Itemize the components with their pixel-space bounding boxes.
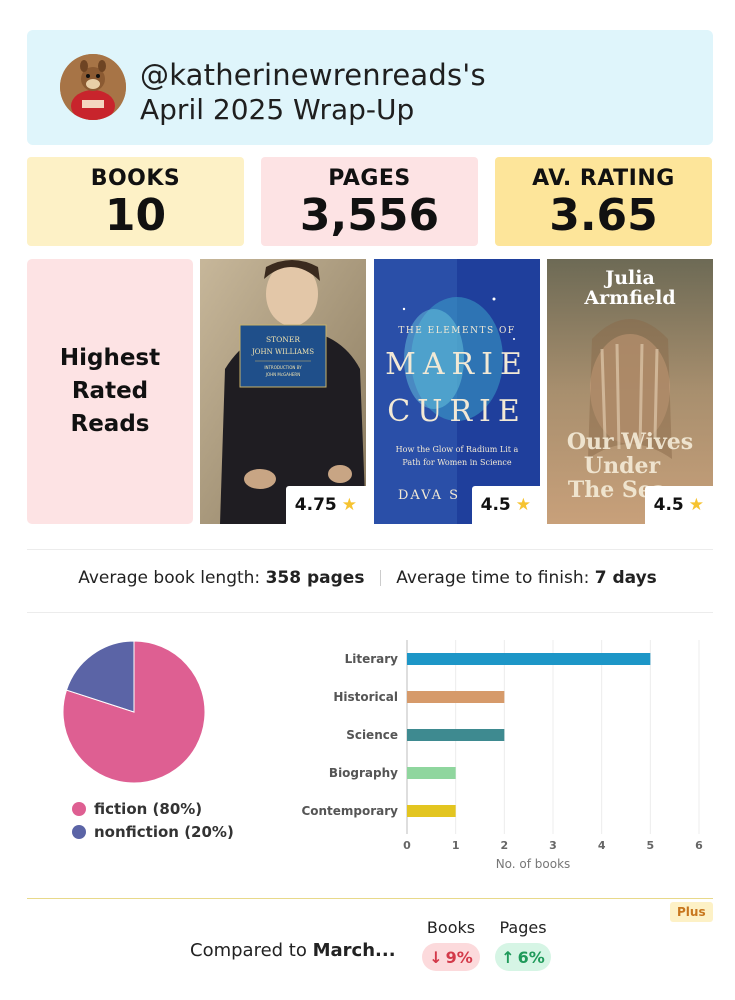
- curie-title-1: MARIE: [385, 347, 529, 382]
- bar-science: [407, 729, 505, 741]
- x-tick-label: 2: [501, 839, 509, 852]
- star-icon: ★: [688, 495, 704, 515]
- pie-legend: fiction (80%) nonfiction (20%): [72, 797, 234, 843]
- x-tick-label: 3: [549, 839, 557, 852]
- stoner-author-text: JOHN WILLIAMS: [251, 348, 314, 356]
- divider: [27, 612, 713, 613]
- y-category-label: Contemporary: [301, 804, 398, 818]
- our-wives-cover-art: Julia Armfield Our Wives Under The Sea: [547, 259, 713, 524]
- curie-author-text: DAVA S: [398, 488, 460, 503]
- star-icon: ★: [515, 495, 531, 515]
- compare-pages-pill: ↑ 6%: [495, 943, 551, 971]
- x-tick-label: 4: [598, 839, 606, 852]
- arrow-down-icon: ↓: [429, 947, 443, 967]
- plus-badge: Plus: [670, 902, 713, 922]
- book-cover-stoner[interactable]: STONER JOHN WILLIAMS INTRODUCTION BY JOH…: [200, 259, 366, 524]
- wives-title-1: Our Wives: [567, 429, 693, 455]
- wives-title-2: Under: [584, 453, 661, 479]
- star-icon: ★: [341, 495, 357, 515]
- x-tick-label: 6: [695, 839, 703, 852]
- stat-pages-label: PAGES: [328, 166, 411, 191]
- book-rating-value: 4.75: [294, 495, 337, 515]
- page-title: @katherinewrenreads's: [140, 58, 486, 92]
- stoner-intro-name-text: JOHN McGAHERN: [265, 372, 300, 377]
- y-category-label: Historical: [333, 690, 398, 704]
- stoner-title-text: STONER: [266, 335, 300, 344]
- x-tick-label: 0: [403, 839, 411, 852]
- compare-label: Compared to March...: [190, 940, 396, 961]
- compare-books-label: Books: [426, 918, 476, 937]
- avatar[interactable]: [60, 54, 126, 120]
- stat-rating: AV. RATING 3.65: [495, 157, 712, 246]
- avg-time-label: Average time to finish:: [396, 568, 590, 588]
- curie-title-2: CURIE: [387, 394, 527, 429]
- bar-biography: [407, 767, 456, 779]
- compare-books-pill: ↓ 9%: [422, 943, 480, 971]
- bar-historical: [407, 691, 505, 703]
- divider: [27, 549, 713, 550]
- y-category-label: Literary: [345, 652, 399, 666]
- compare-month: March...: [312, 940, 396, 961]
- book-rating-value: 4.5: [653, 495, 684, 515]
- averages-row: Average book length: 358 pages Average t…: [0, 568, 735, 588]
- squirrel-avatar-icon: [60, 54, 126, 120]
- y-category-label: Science: [346, 728, 398, 742]
- book-cover-our-wives[interactable]: Julia Armfield Our Wives Under The Sea 4…: [547, 259, 713, 524]
- curie-top-text: THE ELEMENTS OF: [398, 326, 515, 336]
- pie-slice-nonfiction: [65, 640, 135, 713]
- x-tick-label: 1: [452, 839, 460, 852]
- avg-separator: [379, 570, 381, 586]
- x-tick-label: 5: [647, 839, 655, 852]
- book-rating-value: 4.5: [480, 495, 511, 515]
- stat-books-value: 10: [104, 190, 167, 241]
- stat-rating-value: 3.65: [549, 190, 658, 241]
- stoner-cover-art: STONER JOHN WILLIAMS INTRODUCTION BY JOH…: [200, 259, 366, 524]
- legend-item-fiction: fiction (80%): [72, 797, 234, 820]
- legend-label: fiction (80%): [94, 799, 203, 818]
- bar-literary: [407, 653, 651, 665]
- stat-pages-value: 3,556: [299, 190, 440, 241]
- book-cover-marie-curie[interactable]: THE ELEMENTS OF MARIE CURIE How the Glow…: [374, 259, 540, 524]
- legend-label: nonfiction (20%): [94, 822, 234, 841]
- legend-item-nonfiction: nonfiction (20%): [72, 820, 234, 843]
- genre-bar-chart: 0 1 2 3 4 5 6 Literary Historical Science Biograph…: [301, 640, 703, 871]
- compare-books-value: 9%: [445, 947, 473, 967]
- stoner-intro-text: INTRODUCTION BY: [264, 365, 302, 370]
- legend-dot: [72, 801, 86, 816]
- y-category-label: Biography: [329, 766, 398, 780]
- wrapup-header: @katherinewrenreads's April 2025 Wrap-Up: [27, 30, 713, 145]
- book-rating-badge: 4.5 ★: [644, 486, 713, 524]
- highest-rated-label-box: Highest Rated Reads: [27, 259, 193, 524]
- compare-pages-value: 6%: [517, 947, 545, 967]
- stat-rating-label: AV. RATING: [532, 166, 675, 191]
- highest-rated-label: Highest Rated Reads: [59, 345, 161, 437]
- legend-dot: [72, 824, 86, 839]
- wives-author-1: Julia: [603, 267, 655, 289]
- stat-books: BOOKS 10: [27, 157, 244, 246]
- page-subtitle: April 2025 Wrap-Up: [140, 93, 415, 126]
- bar-contemporary: [407, 805, 456, 817]
- stat-books-label: BOOKS: [90, 166, 181, 191]
- compare-pages-label: Pages: [499, 918, 547, 937]
- x-axis-label: No. of books: [496, 857, 571, 871]
- compare-prefix: Compared to: [190, 940, 307, 961]
- avg-length-value: 358 pages: [265, 568, 365, 588]
- book-rating-badge: 4.75 ★: [285, 486, 366, 524]
- compare-pages: Pages ↑ 6%: [495, 918, 551, 971]
- avg-time-value: 7 days: [594, 568, 657, 588]
- avg-length-label: Average book length:: [78, 568, 261, 588]
- compare-books: Books ↓ 9%: [422, 918, 480, 971]
- genre-pie-chart: [62, 640, 206, 784]
- curie-sub-1: How the Glow of Radium Lit a: [396, 445, 519, 454]
- stat-pages: PAGES 3,556: [261, 157, 478, 246]
- curie-sub-2: Path for Women in Science: [402, 458, 512, 467]
- book-rating-badge: 4.5 ★: [471, 486, 540, 524]
- arrow-up-icon: ↑: [501, 947, 515, 967]
- wives-author-2: Armfield: [583, 287, 675, 309]
- compare-divider: [27, 898, 713, 899]
- marie-curie-cover-art: THE ELEMENTS OF MARIE CURIE How the Glow…: [374, 259, 540, 524]
